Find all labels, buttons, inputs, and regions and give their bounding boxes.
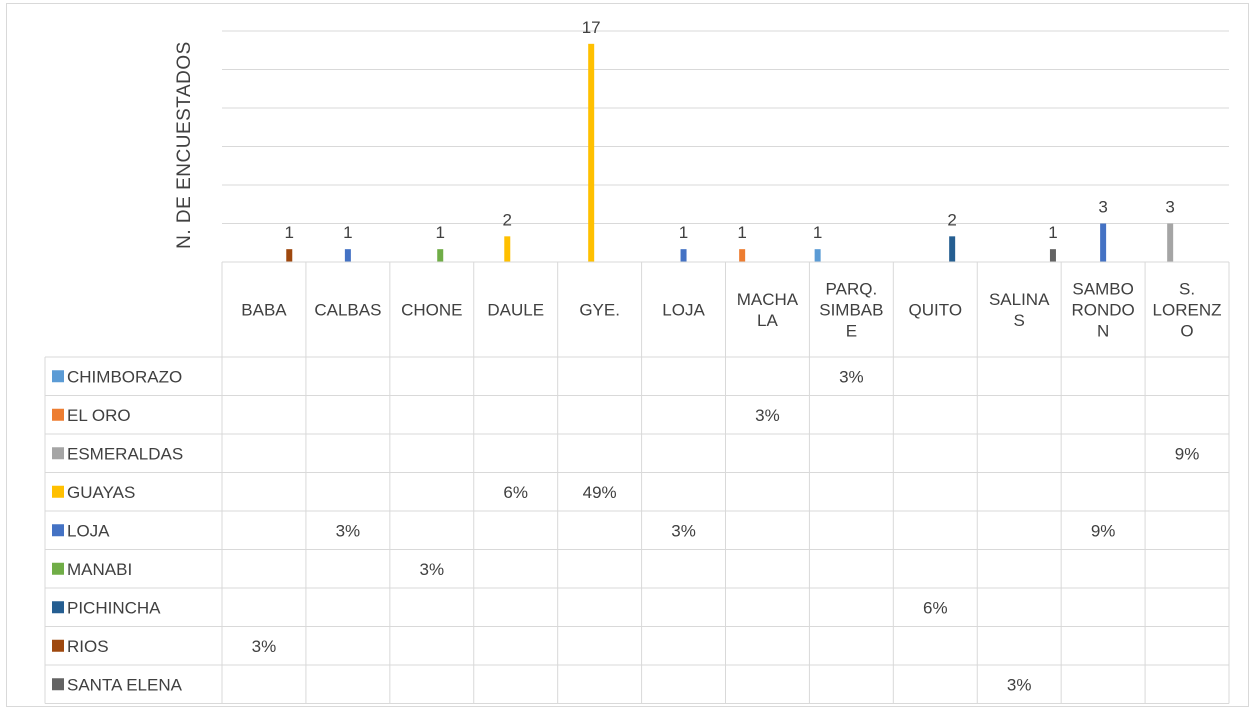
bar-esmeraldas-s-lorenzo: [1167, 223, 1174, 262]
legend-label-santa-elena: SANTA ELENA: [67, 675, 183, 694]
legend-label-el-oro: EL ORO: [67, 406, 131, 425]
legend-label-manabi: MANABI: [67, 560, 132, 579]
percent-cell: 49%: [583, 483, 617, 502]
data-label: 17: [582, 18, 601, 37]
legend-label-esmeraldas: ESMERALDAS: [67, 444, 183, 463]
category-label: S.: [1179, 280, 1195, 299]
bar-guayas-gye: [588, 43, 595, 263]
percent-cell: 6%: [503, 483, 528, 502]
category-label: GYE.: [579, 301, 620, 320]
data-label: 1: [737, 223, 746, 242]
legend-swatch-loja: [52, 524, 64, 537]
y-axis-label: N. DE ENCUESTADOS: [174, 41, 195, 249]
data-label: 2: [947, 210, 956, 229]
category-label: RONDO: [1071, 301, 1134, 320]
category-label: N: [1097, 322, 1109, 341]
chart-frame: [6, 3, 1249, 707]
percent-cell: 9%: [1175, 444, 1200, 463]
percent-cell: 3%: [839, 367, 864, 386]
legend-swatch-pichincha: [52, 601, 64, 614]
bar-loja-samborondon: [1100, 223, 1107, 262]
category-label: SAMBO: [1072, 280, 1133, 299]
bar-pichincha-quito: [949, 236, 956, 262]
percent-cell: 3%: [1007, 675, 1032, 694]
data-label: 2: [503, 210, 512, 229]
percent-cell: 3%: [420, 560, 445, 579]
category-label: MACHA: [737, 290, 799, 309]
category-label: PARQ.: [826, 280, 878, 299]
legend-swatch-manabi: [52, 562, 64, 575]
percent-cell: 3%: [755, 406, 780, 425]
legend-swatch-rios: [52, 639, 64, 652]
bar-el-oro-machala: [739, 249, 746, 262]
category-label: BABA: [241, 301, 287, 320]
legend-swatch-el-oro: [52, 408, 64, 421]
legend-label-chimborazo: CHIMBORAZO: [67, 367, 182, 386]
data-label: 1: [1048, 223, 1057, 242]
category-label: LA: [757, 311, 778, 330]
data-label: 3: [1165, 198, 1174, 217]
bar-manabi-chone: [437, 249, 444, 262]
percent-cell: 6%: [923, 598, 948, 617]
legend-swatch-guayas: [52, 485, 64, 498]
category-label: E: [846, 322, 857, 341]
data-label: 3: [1098, 198, 1107, 217]
category-label: SIMBAB: [819, 301, 883, 320]
data-label: 1: [285, 223, 294, 242]
bar-guayas-daule: [504, 236, 511, 262]
bar-rios-baba: [286, 249, 293, 262]
percent-cell: 3%: [252, 637, 277, 656]
category-label: LOJA: [662, 301, 705, 320]
category-label: DAULE: [487, 301, 544, 320]
legend-swatch-santa-elena: [52, 678, 64, 691]
category-label: LORENZ: [1153, 301, 1222, 320]
data-table: BABA CALBAS CHONE DAULE GYE. LOJA MACHA LA PARQ.…: [44, 261, 1230, 704]
bar-loja-calbas: [344, 249, 351, 262]
category-label: CALBAS: [314, 301, 381, 320]
category-label: CHONE: [401, 301, 462, 320]
percent-cell: 3%: [671, 521, 696, 540]
legend-label-loja: LOJA: [67, 521, 110, 540]
percent-cell: 9%: [1091, 521, 1116, 540]
category-label: O: [1180, 322, 1193, 341]
legend-label-guayas: GUAYAS: [67, 483, 135, 502]
bar-santa-elena-salinas: [1049, 249, 1056, 262]
legend-swatch-esmeraldas: [52, 447, 64, 460]
data-label: 1: [679, 223, 688, 242]
category-label: S: [1014, 311, 1025, 330]
legend-swatch-chimborazo: [52, 370, 64, 383]
category-label: SALINA: [989, 290, 1050, 309]
percent-cell: 3%: [336, 521, 361, 540]
data-label: 1: [435, 223, 444, 242]
gridlines: [222, 30, 1229, 224]
bar-chimborazo-parq-simbabe: [814, 249, 821, 262]
legend-label-pichincha: PICHINCHA: [67, 598, 161, 617]
legend-label-rios: RIOS: [67, 637, 109, 656]
bars: 1 1 3 2 17 1 1 3 1 2 1 1: [285, 18, 1175, 263]
data-label: 1: [813, 223, 822, 242]
data-label: 1: [343, 223, 352, 242]
category-label: QUITO: [909, 301, 963, 320]
bar-loja-loja: [680, 249, 687, 262]
